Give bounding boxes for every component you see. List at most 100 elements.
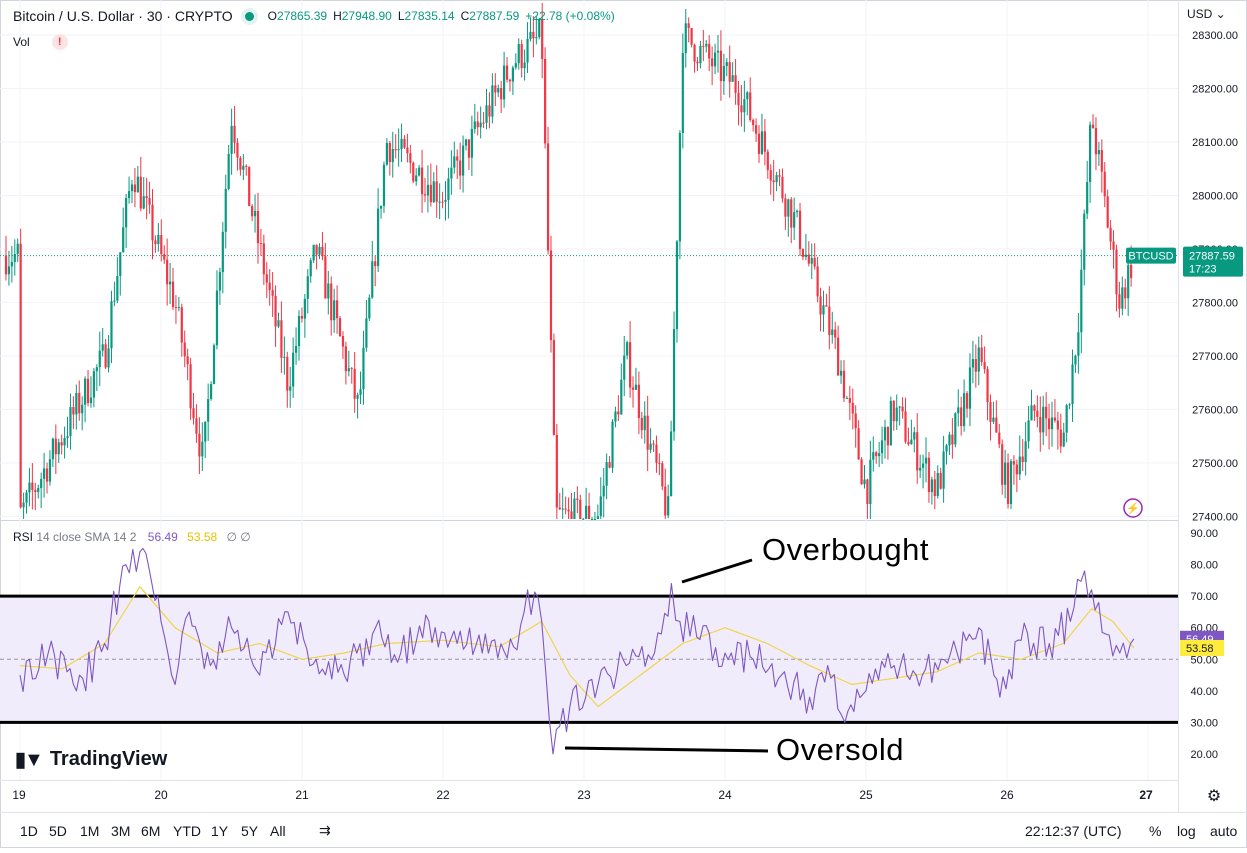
candle-body	[749, 92, 752, 120]
range-button-1m[interactable]: 1M	[80, 823, 100, 839]
candle-body	[1024, 441, 1027, 463]
price-tick-label: 28300.00	[1192, 30, 1238, 42]
candle-body	[294, 346, 298, 353]
candle-body	[544, 58, 547, 144]
range-button-3m[interactable]: 3M	[111, 823, 131, 839]
overbought-pointer-line	[681, 558, 753, 584]
candle-body	[227, 153, 230, 190]
candle-body	[904, 411, 907, 442]
candle-body	[201, 441, 204, 457]
symbol-header[interactable]: Bitcoin / U.S. Dollar · 30 · CRYPTO O 278…	[13, 8, 615, 24]
time-tick-label: 25	[859, 788, 873, 802]
rsi-tick-label: 30.00	[1190, 717, 1218, 729]
range-button-1y[interactable]: 1Y	[211, 823, 229, 839]
range-button-5y[interactable]: 5Y	[241, 823, 259, 839]
time-tick-label: 23	[577, 788, 591, 802]
candle-body	[728, 62, 731, 82]
candle-body	[863, 479, 866, 485]
sma-value-badge-text: 53.58	[1186, 643, 1214, 655]
date-range-icon[interactable]: ⇉	[319, 822, 331, 838]
rsi-sma-value: 53.58	[187, 530, 218, 544]
candle-body	[960, 407, 963, 427]
candle-body	[974, 359, 977, 372]
candle-body	[22, 502, 25, 508]
candle-body	[1080, 269, 1083, 333]
candle-body	[256, 211, 260, 244]
candle-body	[110, 301, 113, 349]
symbol-title[interactable]: Bitcoin / U.S. Dollar · 30 · CRYPTO	[13, 8, 233, 24]
candle-body	[34, 489, 37, 493]
range-button-6m[interactable]: 6M	[141, 823, 161, 839]
percent-toggle[interactable]: %	[1149, 823, 1162, 839]
candle-body	[400, 138, 403, 150]
candle-body	[189, 364, 192, 409]
candle-body	[107, 348, 110, 368]
candle-body	[798, 210, 802, 250]
candle-body	[1021, 456, 1024, 463]
candle-body	[324, 256, 327, 299]
candle-body	[63, 438, 66, 446]
candle-body	[614, 411, 617, 422]
candle-body	[1077, 332, 1080, 356]
range-button-ytd[interactable]: YTD	[173, 823, 201, 839]
candle-body	[494, 85, 497, 93]
candle-body	[784, 198, 787, 217]
range-button-all[interactable]: All	[270, 823, 286, 839]
candle-body	[576, 498, 579, 500]
candle-body	[365, 318, 368, 348]
candle-body	[479, 122, 482, 128]
candle-body	[535, 37, 538, 39]
candle-body	[13, 253, 16, 262]
log-toggle[interactable]: log	[1177, 823, 1196, 839]
candle-body	[851, 402, 854, 414]
tradingview-logo[interactable]: ▮▼ TradingView	[15, 747, 167, 772]
price-tick-label: 28000.00	[1192, 190, 1238, 202]
candle-body	[986, 369, 989, 403]
candle-body	[617, 411, 620, 415]
candle-body	[335, 300, 339, 319]
close-label: C	[460, 9, 470, 23]
candle-body	[485, 105, 488, 123]
candle-body	[690, 27, 693, 45]
range-button-5d[interactable]: 5D	[49, 823, 67, 839]
candle-body	[740, 105, 743, 113]
rsi-icons: ∅ ∅	[226, 530, 251, 544]
candle-body	[693, 44, 696, 62]
rsi-legend[interactable]: RSI 14 close SMA 14 2 56.49 53.58 ∅ ∅	[13, 530, 251, 544]
candle-body	[713, 52, 717, 67]
gear-icon[interactable]: ⚙	[1207, 788, 1221, 805]
candle-body	[341, 336, 345, 347]
candle-body	[491, 85, 494, 117]
lightning-icon[interactable]	[1123, 498, 1143, 518]
rsi-line	[19, 547, 1135, 755]
candle-body	[567, 509, 570, 512]
candle-body	[834, 329, 837, 338]
currency-label: USD	[1187, 7, 1213, 21]
candle-body	[473, 121, 476, 130]
candle-body	[104, 344, 107, 368]
candle-body	[1050, 417, 1054, 430]
volume-legend[interactable]: Vol !	[13, 34, 68, 50]
range-button-1d[interactable]: 1D	[20, 823, 38, 839]
currency-selector[interactable]: USD ⌄	[1187, 7, 1226, 21]
candle-body	[233, 125, 236, 143]
candle-body	[716, 50, 720, 53]
warning-icon[interactable]: !	[51, 34, 68, 50]
candle-body	[40, 478, 43, 489]
auto-toggle[interactable]: auto	[1210, 823, 1238, 839]
candle-body	[1042, 406, 1045, 433]
candle-body	[259, 243, 263, 245]
candle-body	[546, 143, 550, 251]
candle-body	[19, 243, 22, 508]
candle-body	[195, 418, 198, 434]
ticker-badge	[1126, 247, 1176, 264]
candle-body	[1045, 406, 1048, 419]
candle-body	[292, 352, 295, 387]
candle-body	[277, 320, 280, 327]
candle-body	[652, 443, 655, 445]
candle-body	[136, 176, 139, 193]
volume-label: Vol	[13, 35, 30, 49]
candle-body	[702, 46, 705, 48]
candle-body	[857, 428, 860, 460]
annotation-lines	[564, 558, 769, 753]
